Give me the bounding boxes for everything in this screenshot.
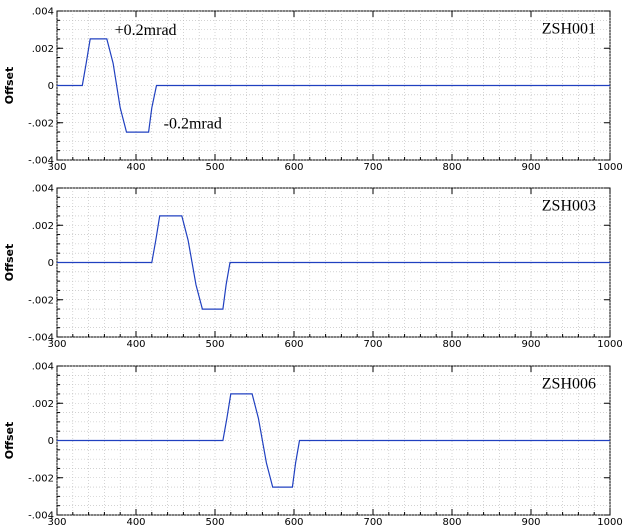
x-tick-label: 800 bbox=[442, 162, 461, 173]
chart-panel-3: 300 400 500 600 700 800 900 1000 .004 .002 0 -.002 -… bbox=[3, 362, 623, 527]
y-tick-label: -.002 bbox=[28, 295, 54, 306]
y-tick-label: .002 bbox=[32, 221, 54, 232]
x-tick-label: 600 bbox=[284, 517, 303, 527]
x-tick-label: 500 bbox=[205, 517, 224, 527]
series-line bbox=[57, 38, 610, 133]
x-tick-label: 600 bbox=[284, 162, 303, 173]
x-tick-label: 700 bbox=[363, 339, 382, 350]
y-tick-label: .002 bbox=[32, 44, 54, 55]
y-tick-label: 0 bbox=[48, 258, 54, 269]
x-tick-label: 900 bbox=[521, 162, 540, 173]
x-tick-label: 300 bbox=[47, 162, 66, 173]
x-tick-label: 1000 bbox=[597, 517, 622, 527]
y-axis-label: Offset bbox=[3, 67, 16, 105]
x-tick-label: 800 bbox=[442, 517, 461, 527]
y-tick-label: .004 bbox=[32, 362, 54, 373]
panel-label: ZSH003 bbox=[542, 197, 596, 214]
x-tick-label: 400 bbox=[126, 517, 145, 527]
y-tick-label: -.002 bbox=[28, 473, 54, 484]
x-tick-label: 900 bbox=[521, 517, 540, 527]
x-tick-label: 500 bbox=[205, 162, 224, 173]
chart-panel-1: 300 400 500 600 700 800 900 1000 .004 .002 0 -.002 -… bbox=[3, 7, 623, 174]
x-tick-label: 300 bbox=[47, 339, 66, 350]
x-tick-label: 400 bbox=[126, 162, 145, 173]
panel-label: ZSH001 bbox=[542, 20, 596, 37]
x-tick-label: 1000 bbox=[597, 339, 622, 350]
x-tick-label: 400 bbox=[126, 339, 145, 350]
y-tick-label: .004 bbox=[32, 7, 54, 18]
x-tick-label: 1000 bbox=[597, 162, 622, 173]
annotation-label: +0.2mrad bbox=[115, 22, 177, 39]
x-tick-label: 700 bbox=[363, 517, 382, 527]
y-axis-label: Offset bbox=[3, 422, 16, 460]
y-tick-label: 0 bbox=[48, 436, 54, 447]
y-tick-label: -.002 bbox=[28, 118, 54, 129]
series-line bbox=[57, 215, 610, 310]
y-axis-label: Offset bbox=[3, 244, 16, 282]
x-tick-label: 800 bbox=[442, 339, 461, 350]
y-tick-label: -.004 bbox=[28, 511, 54, 522]
panel-label: ZSH006 bbox=[542, 375, 596, 392]
y-tick-label: -.004 bbox=[28, 156, 54, 167]
x-tick-label: 300 bbox=[47, 517, 66, 527]
annotation-label: -0.2mrad bbox=[164, 115, 222, 132]
series-line bbox=[57, 393, 610, 488]
chart-panel-2: 300 400 500 600 700 800 900 1000 .004 .002 0 -.002 -… bbox=[3, 184, 623, 351]
y-tick-label: .004 bbox=[32, 184, 54, 195]
y-tick-label: .002 bbox=[32, 399, 54, 410]
y-tick-label: -.004 bbox=[28, 333, 54, 344]
x-tick-label: 700 bbox=[363, 162, 382, 173]
y-tick-label: 0 bbox=[48, 81, 54, 92]
x-tick-label: 500 bbox=[205, 339, 224, 350]
x-tick-label: 900 bbox=[521, 339, 540, 350]
x-tick-label: 600 bbox=[284, 339, 303, 350]
